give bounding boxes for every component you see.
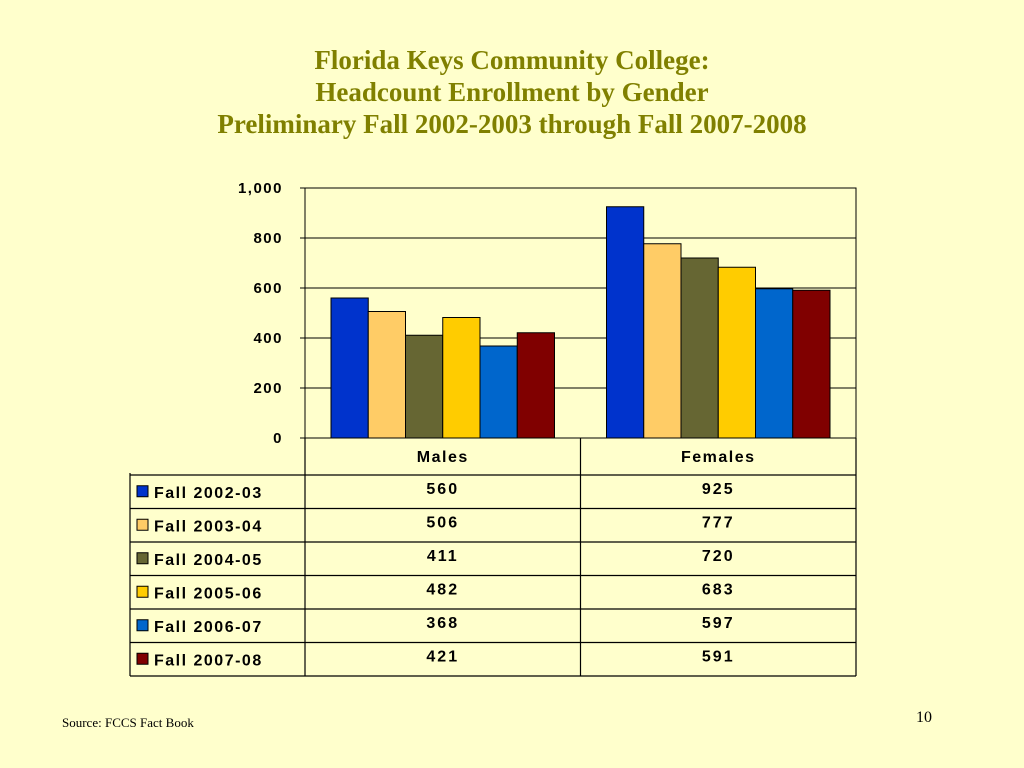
data-label: 482: [426, 581, 459, 598]
data-label: 925: [702, 481, 735, 498]
bar: [442, 317, 481, 439]
y-tick-label: 200: [253, 380, 283, 397]
legend-label: Fall 2006-07: [154, 619, 263, 636]
data-label: 683: [702, 581, 735, 598]
y-tick-label: 600: [253, 280, 283, 297]
legend-swatch: [136, 652, 149, 665]
data-label: 720: [702, 548, 735, 565]
legend-label: Fall 2007-08: [154, 652, 263, 669]
legend-swatch: [136, 552, 149, 565]
legend-swatch: [136, 485, 149, 498]
data-label: 506: [426, 514, 459, 531]
page-number: 10: [916, 709, 932, 726]
y-tick-label: 1,000: [238, 180, 283, 197]
legend-swatch: [136, 585, 149, 598]
data-label: 591: [702, 648, 735, 665]
bar: [792, 289, 831, 439]
data-label: 560: [426, 481, 459, 498]
legend-label: Fall 2004-05: [154, 552, 263, 569]
chart-title: Florida Keys Community College: Headcoun…: [0, 44, 1024, 140]
chart-title-line-3: Preliminary Fall 2002-2003 through Fall …: [217, 109, 807, 139]
y-tick-label: 800: [253, 230, 283, 247]
bar: [606, 206, 645, 439]
legend-label: Fall 2005-06: [154, 585, 263, 602]
data-label: 597: [702, 615, 735, 632]
bar: [330, 297, 369, 439]
bar: [516, 332, 555, 439]
chart-title-line-2: Headcount Enrollment by Gender: [315, 77, 709, 107]
bar: [680, 257, 719, 439]
y-tick-label: 400: [253, 330, 283, 347]
chart-title-line-1: Florida Keys Community College:: [314, 45, 710, 75]
data-label: 368: [426, 615, 459, 632]
category-label: Females: [681, 449, 756, 466]
legend-swatch: [136, 518, 149, 531]
bar: [367, 311, 406, 439]
legend-label: Fall 2002-03: [154, 485, 263, 502]
y-tick-label: 0: [273, 430, 283, 447]
legend-swatch: [136, 619, 149, 632]
category-label: Males: [417, 449, 469, 466]
legend-label: Fall 2003-04: [154, 518, 263, 535]
source-note: Source: FCCS Fact Book: [62, 715, 194, 730]
data-label: 421: [426, 648, 459, 665]
data-label: 411: [427, 548, 459, 565]
bar: [755, 288, 794, 439]
bar: [643, 243, 682, 439]
bar: [405, 334, 444, 439]
data-label: 777: [702, 514, 735, 531]
bar: [717, 266, 756, 439]
bar: [479, 345, 518, 439]
